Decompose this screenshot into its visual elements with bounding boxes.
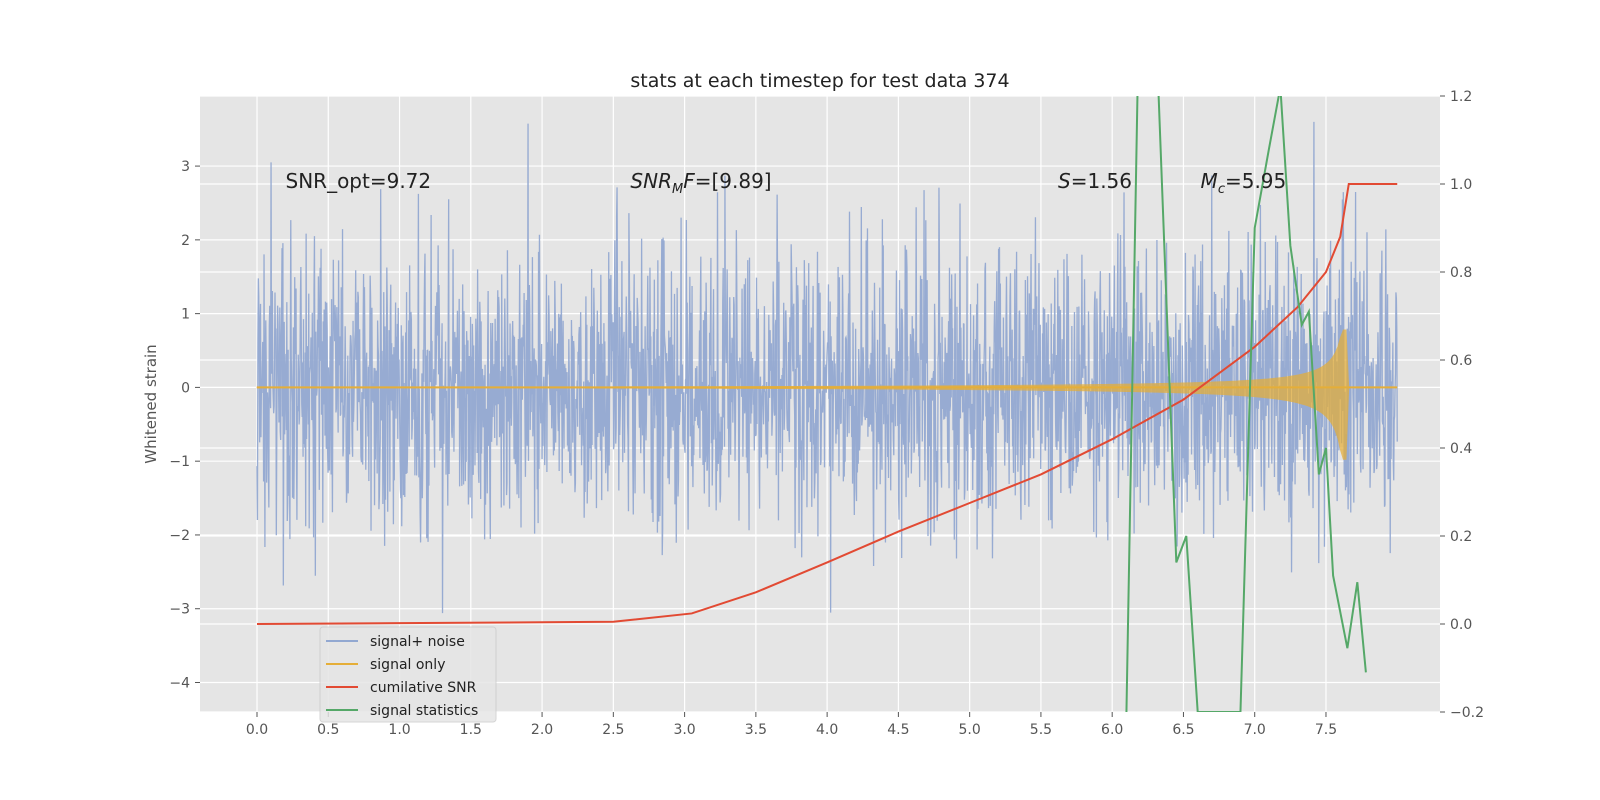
y-right-tick-label: 0.0: [1450, 617, 1472, 633]
legend-label: signal+ noise: [370, 634, 465, 650]
series-signal-plus-noise: [256, 121, 1398, 614]
annotation-part: =5.95: [1225, 169, 1286, 193]
x-tick-label: 7.0: [1244, 722, 1266, 738]
y-tick-label: −4: [169, 675, 190, 691]
x-tick-label: 6.0: [1101, 722, 1123, 738]
x-tick-label: 5.0: [959, 722, 981, 738]
x-tick-label: 0.5: [317, 722, 339, 738]
y-tick-label: 0: [181, 380, 190, 396]
annotation-part: M: [672, 182, 683, 197]
y-right-tick-label: 1.0: [1450, 177, 1472, 193]
series-cumulative-snr: [257, 183, 1398, 625]
y-right-tick-label: 0.4: [1450, 441, 1472, 457]
annotation: SNR_opt=9.72: [286, 169, 432, 193]
x-tick-label: 1.0: [388, 722, 410, 738]
y-tick-label: −3: [169, 602, 190, 618]
annotation-part: SNR: [630, 169, 672, 193]
x-tick-label: 3.0: [673, 722, 695, 738]
annotation: Mc=5.95: [1201, 169, 1287, 197]
annotation-part: =[9.89]: [695, 169, 772, 193]
annotation: S=1.56: [1058, 169, 1132, 193]
y-tick-label: 3: [181, 159, 190, 175]
annotation-part: =1.56: [1071, 169, 1132, 193]
x-tick-label: 2.5: [602, 722, 624, 738]
legend-label: cumilative SNR: [370, 680, 477, 696]
data-layer: [256, 96, 1398, 712]
legend: signal+ noise signal only cumilative SNR si…: [319, 626, 497, 723]
y-axis-label: Whitened strain: [142, 344, 160, 463]
series-signal-statistics: [1125, 96, 1367, 712]
y-right-tick-label: −0.2: [1450, 705, 1484, 721]
annotation-part: M: [1201, 169, 1218, 193]
chart-title: stats at each timestep for test data 374: [630, 70, 1009, 92]
x-tick-label: 3.5: [745, 722, 767, 738]
annotation-part: S: [1058, 169, 1071, 193]
y-right-tick-label: 1.2: [1450, 89, 1472, 105]
annotation: SNRMF=[9.89]: [630, 169, 771, 197]
x-tick-label: 2.0: [531, 722, 553, 738]
legend-label: signal statistics: [370, 703, 478, 719]
y-tick-label: −1: [169, 454, 190, 470]
y-tick-label: −2: [169, 528, 190, 544]
annotations: SNR_opt=9.72 SNRMF=[9.89] S=1.56 Mc=5.95: [286, 169, 1287, 197]
legend-box: [319, 626, 497, 723]
x-tick-label: 5.5: [1030, 722, 1052, 738]
x-tick-label: 4.5: [887, 722, 909, 738]
y-right-tick-label: 0.6: [1450, 353, 1472, 369]
x-tick-label: 6.5: [1172, 722, 1194, 738]
axes: 0.0 0.5 1.0 1.5 2.0 2.5 3.0 3.5 4.0 4.5 5.0 5.5 6.0 6…: [169, 89, 1484, 738]
x-tick-label: 0.0: [246, 722, 268, 738]
annotation-part: c: [1218, 182, 1225, 197]
y-right-tick-label: 0.2: [1450, 529, 1472, 545]
x-tick-label: 4.0: [816, 722, 838, 738]
y-right-tick-label: 0.8: [1450, 265, 1472, 281]
x-tick-label: 7.5: [1315, 722, 1337, 738]
y-tick-label: 2: [181, 233, 190, 249]
annotation-part: SNR_opt=9.72: [286, 169, 432, 193]
legend-label: signal only: [370, 657, 445, 673]
x-tick-label: 1.5: [460, 722, 482, 738]
y-tick-label: 1: [181, 307, 190, 323]
annotation-part: F: [683, 169, 695, 193]
